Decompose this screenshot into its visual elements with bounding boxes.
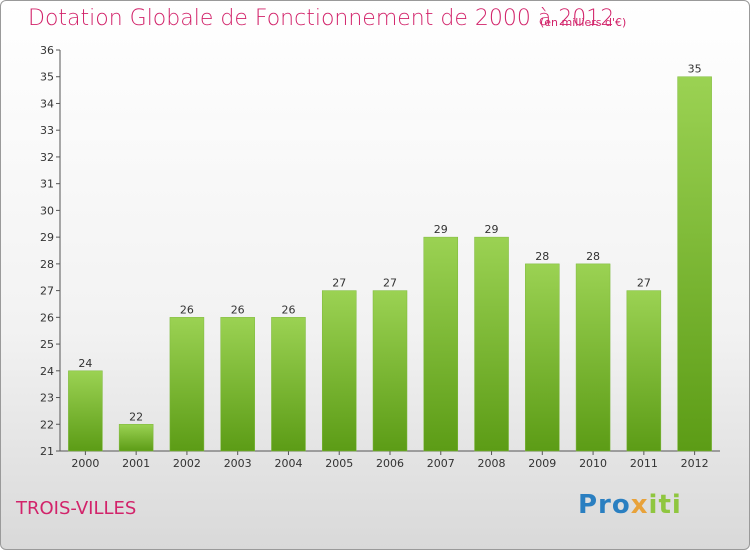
bar [677,76,712,452]
proxiti-logo: Proxiti [578,490,682,520]
data-label: 28 [586,250,600,263]
x-tick-label: 2010 [579,457,607,470]
data-label: 27 [637,277,651,290]
data-label: 26 [180,303,194,316]
x-tick-label: 2001 [122,457,150,470]
data-label: 26 [231,303,245,316]
x-tick-label: 2003 [224,457,252,470]
data-label: 24 [78,357,92,370]
y-tick-label: 29 [40,231,54,244]
bar [525,263,560,452]
logo-part: iti [648,490,682,520]
data-label: 29 [485,223,499,236]
y-tick-label: 36 [40,44,54,57]
chart-labels: 2000 24 2001 22 2002 26 2003 26 2004 26 2005 27 2006… [71,63,708,470]
data-label: 29 [434,223,448,236]
y-tick-label: 28 [40,258,54,271]
bar [271,317,306,452]
bar [626,290,662,452]
y-tick-label: 21 [40,445,54,458]
bar [118,424,154,452]
y-tick-label: 27 [40,285,54,298]
y-tick-label: 30 [40,204,54,217]
y-tick-label: 23 [40,392,54,405]
x-tick-label: 2002 [173,457,201,470]
chart-subtitle: (en milliers d'€) [540,16,627,29]
y-tick-label: 31 [40,178,54,191]
logo-part: x [630,490,649,520]
x-tick-label: 2005 [325,457,353,470]
bar [68,370,103,452]
x-tick-label: 2011 [630,457,658,470]
bar [321,290,357,452]
x-tick-label: 2012 [681,457,709,470]
bar [423,236,459,452]
x-tick-label: 2008 [478,457,506,470]
data-label: 27 [332,277,346,290]
chart-title: Dotation Globale de Fonctionnement de 20… [28,6,615,31]
x-tick-label: 2000 [71,457,99,470]
y-tick-label: 32 [40,151,54,164]
y-tick-label: 22 [40,418,54,431]
bar [474,236,509,452]
bar [372,290,408,452]
y-tick-label: 35 [40,71,54,84]
y-tick-label: 25 [40,338,54,351]
x-tick-label: 2007 [427,457,455,470]
chart-bars [68,76,712,452]
data-label: 27 [383,277,397,290]
y-tick-label: 34 [40,97,54,110]
data-label: 35 [688,63,702,76]
x-tick-label: 2006 [376,457,404,470]
bar [575,263,611,452]
place-name: TROIS-VILLES [16,498,137,519]
data-label: 22 [129,410,143,423]
y-tick-label: 24 [40,365,54,378]
data-label: 28 [535,250,549,263]
x-tick-label: 2009 [528,457,556,470]
x-tick-label: 2004 [274,457,302,470]
logo-part: Pro [578,490,631,520]
y-tick-label: 33 [40,124,54,137]
data-label: 26 [281,303,295,316]
y-tick-label: 26 [40,311,54,324]
bar [169,317,205,452]
bar [220,317,255,452]
